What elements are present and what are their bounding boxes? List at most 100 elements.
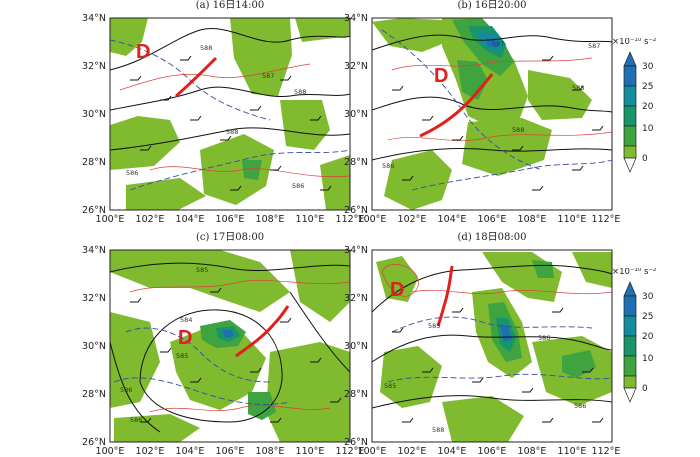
lon-tick-label: 106°E <box>478 214 507 225</box>
wind-barbs <box>392 307 604 423</box>
lon-tick-label: 100°E <box>96 214 125 225</box>
colorbar-tick: 0 <box>642 154 648 164</box>
lon-tick-label: 106°E <box>216 446 245 457</box>
contour-label: 585 <box>384 382 396 390</box>
lat-tick-label: 34°N <box>344 245 368 256</box>
lon-tick-label: 102°E <box>136 214 165 225</box>
shading-layer <box>110 250 350 442</box>
contour-label: 586 <box>130 416 142 424</box>
contour-label: 588 <box>572 84 584 92</box>
lat-tick-label: 26°N <box>82 437 106 448</box>
lat-tick-label: 32°N <box>344 61 368 72</box>
panel-title: (c) 17日08:00 <box>195 232 265 243</box>
panel-title: (b) 16日20:00 <box>457 0 527 11</box>
shear-line <box>436 265 454 327</box>
lon-tick-label: 100°E <box>358 446 387 457</box>
lat-tick-label: 34°N <box>82 13 106 24</box>
lat-tick-label: 30°N <box>82 109 106 120</box>
map-plot: D 588 587 588 586 586 588 26°N 28°N 30°N… <box>82 13 364 225</box>
contour-label: 586 <box>538 334 550 342</box>
panel-title: (d) 18日08:00 <box>457 232 527 243</box>
map-frame <box>109 17 351 211</box>
lon-tick-label: 106°E <box>478 446 507 457</box>
lon-tick-label: 112°E <box>336 446 365 457</box>
lat-axis: 26°N 28°N 30°N 32°N 34°N <box>344 13 368 216</box>
lat-tick-label: 26°N <box>344 205 368 216</box>
colorbar-tick: 30 <box>642 292 654 302</box>
wind-barbs <box>130 55 332 191</box>
lon-tick-label: 110°E <box>296 214 325 225</box>
lon-tick-label: 104°E <box>176 446 205 457</box>
contour-label: 587 <box>588 42 600 50</box>
shear-line <box>175 56 218 98</box>
lat-tick-label: 26°N <box>344 437 368 448</box>
lat-tick-label: 28°N <box>344 157 368 168</box>
contour-label: 588 <box>294 88 306 96</box>
shading-layer <box>110 18 350 210</box>
shading-layer <box>376 252 612 442</box>
lat-tick-label: 34°N <box>82 245 106 256</box>
colorbar-tick: 0 <box>642 384 648 394</box>
contour-label: 587 <box>492 40 504 48</box>
lon-tick-label: 108°E <box>518 446 547 457</box>
colorbar-tick: 20 <box>642 102 654 112</box>
map-frame <box>109 249 351 443</box>
contour-label: 586 <box>574 402 586 410</box>
contour-label: 585 <box>176 352 188 360</box>
contour-label: 586 <box>382 162 394 170</box>
contour-label: 587 <box>262 72 274 80</box>
lat-axis: 26°N 28°N 30°N 32°N 34°N <box>82 245 106 448</box>
contour-label: 584 <box>180 316 192 324</box>
low-center-label: D <box>178 327 192 349</box>
panel-title: (a) 16日14:00 <box>195 0 265 11</box>
lon-tick-label: 102°E <box>398 214 427 225</box>
shear-line <box>419 73 494 138</box>
lon-tick-label: 112°E <box>336 214 365 225</box>
lon-tick-label: 108°E <box>518 214 547 225</box>
lon-tick-label: 104°E <box>438 446 467 457</box>
colorbar-tick: 10 <box>642 124 654 134</box>
lon-tick-label: 112°E <box>592 214 621 225</box>
lat-tick-label: 30°N <box>82 341 106 352</box>
contour-label: 583 <box>428 322 440 330</box>
lat-tick-label: 28°N <box>344 389 368 400</box>
map-plot: D 587 588 586 587 588 26°N 28°N 30°N 32°… <box>344 13 620 225</box>
lon-tick-label: 100°E <box>358 214 387 225</box>
map-frame <box>371 249 613 443</box>
low-center-label: D <box>136 41 150 63</box>
lat-tick-label: 32°N <box>344 293 368 304</box>
low-center-label: D <box>390 279 404 301</box>
lat-tick-label: 32°N <box>82 293 106 304</box>
lon-tick-label: 108°E <box>256 446 285 457</box>
lon-tick-label: 104°E <box>438 214 467 225</box>
height-contours <box>109 262 351 433</box>
lat-tick-label: 34°N <box>344 13 368 24</box>
lat-tick-label: 28°N <box>82 157 106 168</box>
wind-barbs <box>130 287 342 423</box>
colorbar-tick: 25 <box>642 82 653 92</box>
contour-label: 586 <box>292 182 304 190</box>
lon-axis: 100°E 102°E 104°E 106°E 108°E 110°E 112°… <box>358 446 621 457</box>
contour-label: 585 <box>196 266 208 274</box>
colorbar-unit: ×10⁻¹⁰ s⁻² <box>612 38 656 47</box>
lon-tick-label: 104°E <box>176 214 205 225</box>
lon-axis: 100°E 102°E 104°E 106°E 108°E 110°E 112°… <box>358 214 621 225</box>
contour-label: 588 <box>512 126 524 134</box>
colorbar-top: ×10⁻¹⁰ s⁻² 30 25 20 10 0 <box>612 38 656 173</box>
colorbar-tick: 10 <box>642 354 654 364</box>
lon-tick-label: 106°E <box>216 214 245 225</box>
lon-axis: 100°E 102°E 104°E 106°E 108°E 110°E 112°… <box>96 214 365 225</box>
colorbar-tick: 25 <box>642 312 653 322</box>
map-panel-c: (c) 17日08:00 <box>30 232 364 457</box>
colorbar-tick: 30 <box>642 62 654 72</box>
colorbar-bottom: ×10⁻¹⁰ s⁻² 30 25 20 10 0 <box>612 268 656 403</box>
contour-label: 588 <box>200 44 212 52</box>
colorbar-unit: ×10⁻¹⁰ s⁻² <box>612 268 656 277</box>
lon-tick-label: 110°E <box>558 214 587 225</box>
lat-tick-label: 32°N <box>82 61 106 72</box>
lon-tick-label: 110°E <box>558 446 587 457</box>
map-plot: D 585 586 584 585 586 26°N 28°N 30°N 32°… <box>82 245 364 457</box>
wind-barbs <box>392 55 604 191</box>
lon-tick-label: 102°E <box>136 446 165 457</box>
lat-tick-label: 30°N <box>344 341 368 352</box>
